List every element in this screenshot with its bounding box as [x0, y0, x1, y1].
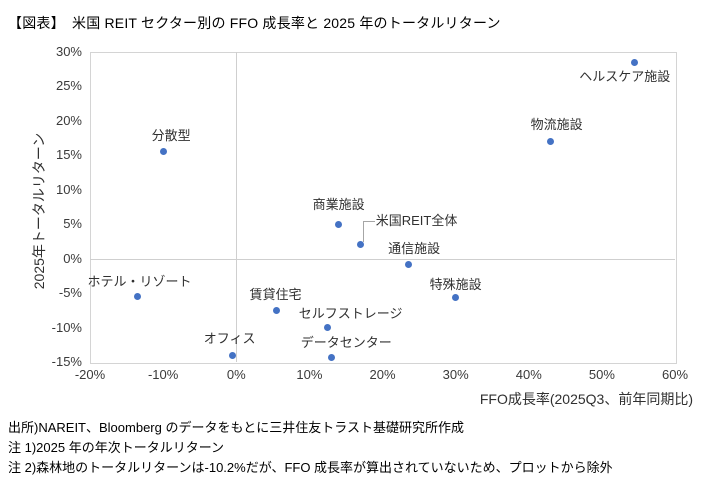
x-tick-label: 40%: [515, 367, 542, 382]
x-tick-label: 20%: [369, 367, 396, 382]
footnote-1: 注 1)2025 年の年次トータルリターン: [8, 440, 225, 455]
point-label: 特殊施設: [429, 276, 482, 292]
scatter-point: [404, 260, 412, 268]
x-tick-label: 60%: [661, 367, 689, 382]
point-label: ヘルスケア施設: [579, 69, 671, 85]
x-tick-label: 30%: [442, 367, 469, 382]
point-label: 物流施設: [530, 116, 583, 132]
point-label: 分散型: [151, 127, 191, 143]
y-tick-label: 10%: [55, 181, 82, 197]
y-tick-label: 0%: [63, 250, 82, 266]
point-label: オフィス: [203, 331, 256, 347]
point-label: 米国REIT全体: [375, 212, 458, 228]
scatter-point: [229, 351, 237, 359]
scatter-point: [272, 306, 280, 314]
zero-gridline-horizontal: [90, 258, 675, 260]
scatter-point: [547, 138, 555, 146]
footnotes: 出所)NAREIT、Bloomberg のデータをもとに三井住友トラスト基礎研究…: [8, 418, 613, 478]
x-tick-label: -10%: [147, 367, 179, 382]
scatter-point: [134, 293, 142, 301]
scatter-point: [327, 353, 335, 361]
point-label: ホテル・リゾート: [87, 273, 192, 289]
y-tick-label: -10%: [51, 319, 82, 335]
footnote-source: 出所)NAREIT、Bloomberg のデータをもとに三井住友トラスト基礎研究…: [8, 420, 464, 435]
x-tick-label: 50%: [588, 367, 615, 382]
x-axis-title: FFO成長率(2025Q3、前年同期比): [479, 391, 693, 407]
y-tick-label: -5%: [58, 285, 82, 301]
scatter-point: [335, 220, 343, 228]
x-tick-label: 10%: [296, 367, 323, 382]
footnote-2: 注 2)森林地のトータルリターンは-10.2%だが、FFO 成長率が算出されてい…: [8, 460, 613, 475]
zero-gridline-vertical: [236, 52, 238, 362]
plot-area: [90, 52, 677, 364]
y-tick-label: 20%: [55, 112, 82, 128]
point-label: 賃貸住宅: [249, 287, 302, 303]
point-label: セルフストレージ: [298, 305, 403, 321]
point-label: 商業施設: [312, 197, 365, 213]
x-tick-label: -20%: [74, 367, 106, 382]
leader-line: [363, 220, 376, 243]
y-tick-label: 15%: [55, 147, 82, 163]
chart-title: 【図表】 米国 REIT セクター別の FFO 成長率と 2025 年のトータル…: [8, 15, 501, 31]
y-tick-label: 30%: [55, 44, 82, 59]
y-tick-label: -15%: [51, 354, 82, 369]
y-tick-label: 25%: [55, 78, 82, 94]
point-label: データセンター: [300, 335, 392, 351]
scatter-point: [357, 241, 365, 249]
scatter-point: [324, 324, 332, 332]
scatter-point: [159, 148, 167, 156]
y-tick-label: 5%: [63, 216, 82, 232]
scatter-point: [631, 58, 639, 66]
x-tick-label: 0%: [226, 367, 246, 382]
point-label: 通信施設: [388, 241, 441, 257]
scatter-point: [452, 294, 460, 302]
